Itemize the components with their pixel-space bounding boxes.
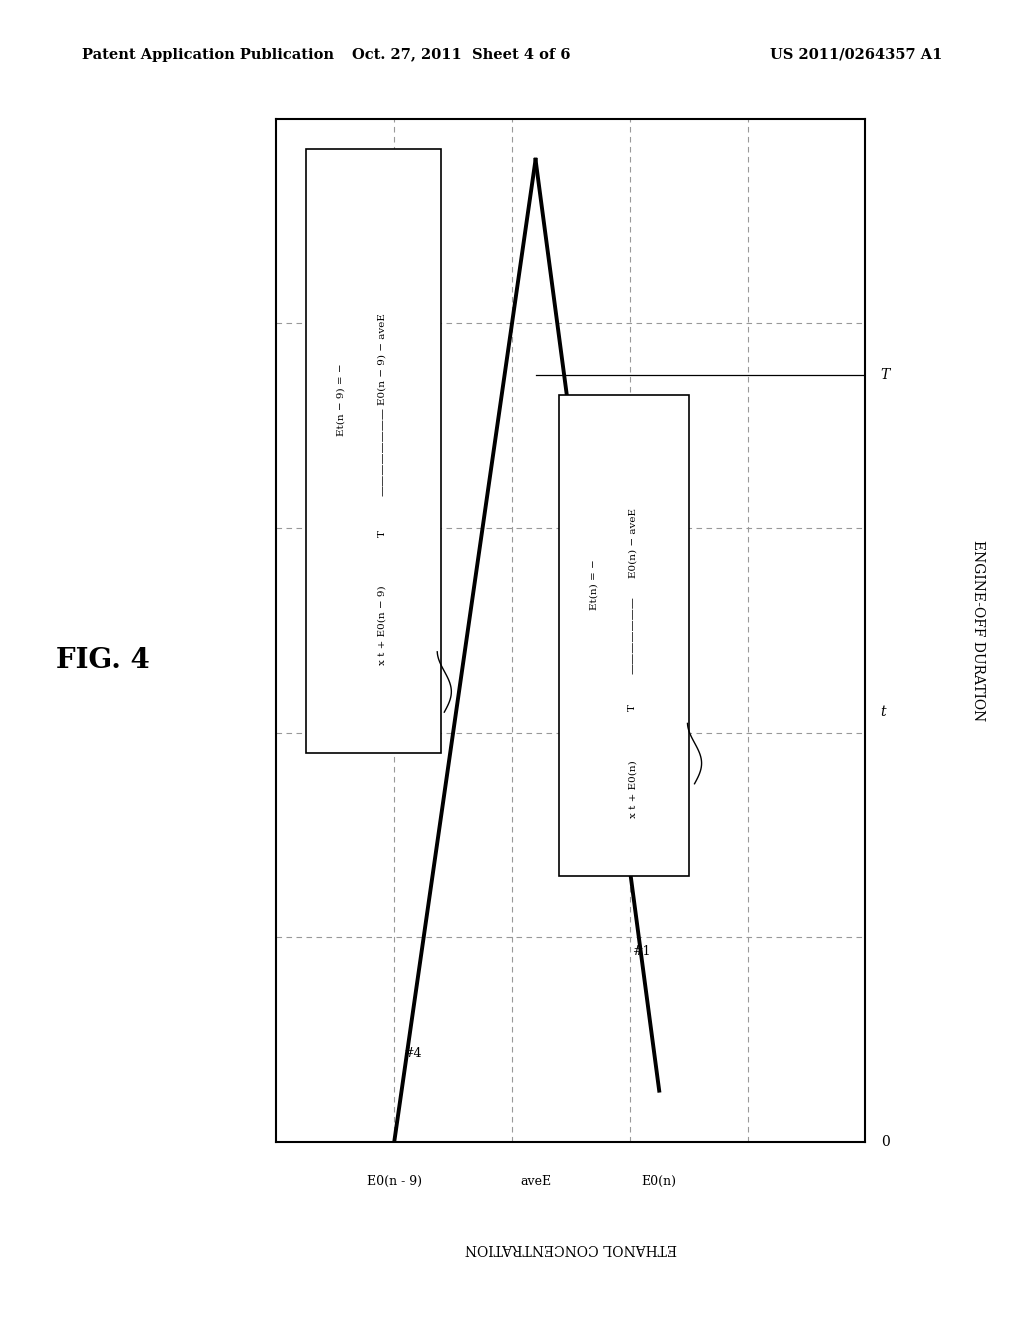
Text: ———————: ——————— (628, 597, 638, 675)
Text: aveE: aveE (520, 1175, 551, 1188)
Text: T: T (378, 529, 387, 537)
Text: E0(n - 9): E0(n - 9) (367, 1175, 422, 1188)
Text: E0(n) − aveE: E0(n) − aveE (628, 508, 637, 578)
Text: T: T (881, 367, 890, 381)
Text: Et(n) = −: Et(n) = − (590, 558, 599, 610)
Text: Oct. 27, 2011  Sheet 4 of 6: Oct. 27, 2011 Sheet 4 of 6 (351, 48, 570, 62)
Text: #4: #4 (403, 1047, 422, 1060)
Text: t: t (881, 705, 886, 719)
Text: Patent Application Publication: Patent Application Publication (82, 48, 334, 62)
Text: FIG. 4: FIG. 4 (55, 647, 150, 673)
Bar (559, 395, 688, 876)
Text: x t + E0(n): x t + E0(n) (628, 760, 637, 817)
Text: ENGINE-OFF DURATION: ENGINE-OFF DURATION (971, 540, 985, 721)
Text: E0(n − 9) − aveE: E0(n − 9) − aveE (378, 313, 387, 405)
Bar (306, 149, 441, 752)
Text: #1: #1 (632, 945, 650, 958)
Text: 0: 0 (881, 1135, 890, 1148)
Text: ————————: ———————— (378, 407, 387, 496)
Text: ETHANOL CONCENTRATION: ETHANOL CONCENTRATION (465, 1241, 677, 1255)
Text: E0(n): E0(n) (642, 1175, 677, 1188)
Text: x t + E0(n − 9): x t + E0(n − 9) (378, 585, 387, 665)
Text: T: T (628, 704, 637, 710)
Text: Et(n − 9) = −: Et(n − 9) = − (337, 364, 346, 437)
Text: US 2011/0264357 A1: US 2011/0264357 A1 (770, 48, 942, 62)
